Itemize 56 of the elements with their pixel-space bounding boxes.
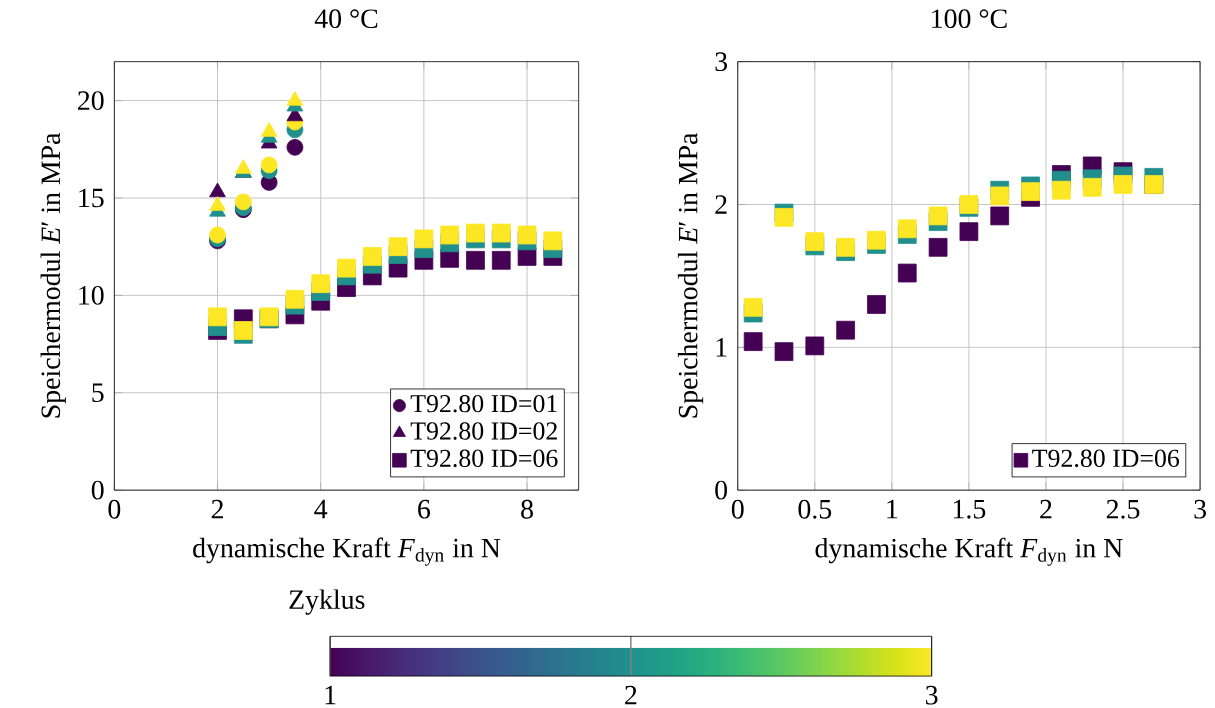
- point: [928, 206, 948, 226]
- point: [897, 219, 917, 239]
- point: [743, 332, 763, 352]
- x-tick-label: 3: [1194, 499, 1206, 519]
- y-tick-label: 10: [79, 286, 104, 305]
- x-tick-label: 1: [887, 499, 898, 519]
- legend-label: T92.80 ID=02: [410, 422, 557, 440]
- x-tick-label: 8: [521, 499, 533, 519]
- point: [867, 295, 886, 314]
- y-tick-label: 15: [79, 188, 104, 208]
- point: [836, 238, 855, 257]
- y-tick-label: 0: [91, 480, 104, 500]
- point: [836, 320, 855, 340]
- y-axis-title: Speichermodul E′ in MPa: [677, 132, 704, 418]
- color-bar-label: 3: [926, 685, 938, 705]
- point: [1021, 182, 1040, 202]
- color-bar-title: Zyklus: [289, 589, 365, 615]
- y-tick-label: 0: [715, 480, 727, 500]
- x-tick-label: 0: [108, 499, 121, 519]
- legend-label: T92.80 ID=06: [410, 449, 558, 468]
- x-tick-label: 0: [731, 499, 744, 519]
- x-tick-label: 0.5: [798, 499, 832, 519]
- point: [774, 342, 794, 362]
- y-tick-label: 1: [716, 338, 727, 357]
- x-axis-title: dynamische Kraft F$_{dyn}$ in N: [815, 537, 1123, 566]
- point: [959, 222, 979, 242]
- y-axis-title: Speichermodul E′ in MPa: [40, 132, 66, 418]
- x-tick-label: 2.5: [1106, 499, 1140, 519]
- chart-title: 40 °C: [314, 9, 378, 29]
- point: [928, 238, 948, 257]
- point: [867, 230, 886, 250]
- x-tick-label: 1.5: [953, 499, 986, 519]
- point: [1082, 178, 1102, 197]
- point: [990, 186, 1010, 206]
- y-tick-label: 2: [715, 195, 727, 214]
- point: [1052, 180, 1071, 200]
- y-tick-label: 5: [92, 383, 104, 403]
- chart-title: 100 °C: [932, 9, 1007, 29]
- point: [743, 298, 763, 317]
- legend-label: T92.80 ID=06: [1032, 449, 1180, 468]
- x-tick-label: 2: [1040, 499, 1052, 519]
- point: [897, 263, 917, 283]
- x-axis-title: dynamische Kraft F$_{dyn}$ in N: [193, 537, 501, 566]
- legend-label: T92.80 ID=01: [410, 394, 557, 413]
- x-tick-label: 4: [314, 499, 328, 519]
- y-tick-label: 3: [715, 52, 727, 72]
- point: [990, 206, 1010, 226]
- point: [1113, 175, 1133, 194]
- color-bar-label: 1: [325, 685, 336, 705]
- point: [774, 208, 794, 227]
- x-tick-label: 6: [418, 499, 431, 519]
- x-tick-label: 2: [211, 499, 223, 519]
- y-tick-label: 20: [78, 91, 104, 111]
- color-bar-label: 2: [625, 685, 637, 705]
- point: [286, 139, 304, 156]
- point: [805, 336, 825, 356]
